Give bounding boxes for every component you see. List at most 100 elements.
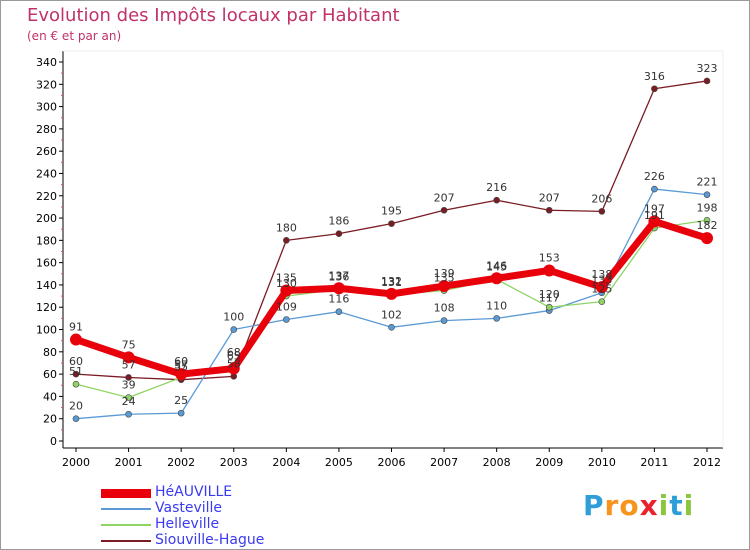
logo-letter: i: [683, 489, 695, 522]
data-label: 138: [591, 268, 612, 281]
x-tick-label: 2002: [167, 456, 195, 469]
data-point: [703, 77, 711, 85]
legend-swatch: [101, 524, 151, 526]
data-label: 136: [328, 270, 349, 283]
data-label: 91: [69, 321, 83, 334]
logo-letter: t: [669, 489, 684, 522]
data-label: 68: [227, 346, 241, 359]
data-label: 60: [69, 355, 83, 368]
data-point: [72, 370, 80, 378]
data-point: [648, 215, 661, 228]
data-label: 102: [381, 308, 402, 321]
x-tick-label: 2001: [115, 456, 143, 469]
data-point: [440, 206, 448, 214]
data-label: 109: [276, 300, 297, 313]
y-tick-label: 120: [36, 301, 57, 314]
data-label: 182: [697, 219, 718, 232]
data-point: [598, 208, 606, 215]
legend-swatch: [101, 488, 151, 498]
data-point: [598, 298, 606, 305]
data-point: [701, 232, 713, 245]
data-point: [385, 287, 398, 300]
y-tick-label: 140: [36, 279, 57, 292]
data-point: [230, 326, 238, 333]
data-point: [595, 281, 608, 294]
data-label: 146: [486, 259, 507, 272]
data-point: [125, 394, 132, 401]
y-tick-label: 60: [43, 368, 57, 381]
data-point: [72, 415, 80, 423]
data-label: 75: [122, 338, 136, 351]
logo-letter: x: [639, 489, 659, 522]
data-label: 191: [644, 209, 665, 222]
data-label: 60: [174, 355, 188, 368]
data-label: 108: [434, 302, 455, 315]
y-tick-label: 0: [50, 435, 57, 448]
x-tick-label: 2005: [325, 456, 353, 469]
data-point: [70, 333, 82, 346]
data-point: [703, 216, 711, 224]
data-label: 139: [434, 267, 455, 280]
y-tick-label: 240: [36, 167, 57, 180]
data-point: [283, 316, 290, 323]
data-point: [177, 409, 185, 417]
data-label: 51: [69, 365, 83, 378]
data-point: [175, 368, 188, 381]
data-point: [388, 220, 395, 227]
proxiti-logo: Proxiti: [583, 489, 694, 522]
legend-label: Vasteville: [155, 500, 223, 516]
data-point: [283, 237, 290, 244]
x-tick-label: 2008: [483, 456, 511, 469]
y-tick-label: 300: [36, 101, 57, 114]
data-label: 58: [227, 357, 241, 370]
data-label: 197: [644, 202, 665, 215]
y-tick-label: 100: [36, 324, 57, 337]
x-tick-label: 2007: [430, 456, 458, 469]
x-tick-label: 2000: [62, 456, 90, 469]
data-point: [493, 196, 500, 204]
data-label: 120: [539, 288, 560, 301]
data-label: 25: [174, 394, 188, 407]
data-point: [332, 282, 345, 295]
x-tick-label: 2012: [693, 456, 721, 469]
data-label: 133: [591, 274, 612, 287]
data-label: 206: [591, 192, 612, 205]
data-point: [227, 362, 240, 375]
y-tick-label: 220: [36, 190, 57, 203]
legend-swatch: [101, 508, 151, 510]
data-point: [72, 380, 80, 388]
data-label: 180: [276, 221, 297, 234]
data-label: 117: [539, 292, 560, 305]
y-tick-label: 20: [43, 413, 57, 426]
data-label: 207: [539, 191, 560, 204]
data-label: 132: [381, 275, 402, 288]
data-label: 323: [697, 62, 718, 75]
data-label: 57: [174, 358, 188, 371]
data-label: 110: [486, 299, 507, 312]
data-point: [545, 206, 553, 214]
data-point: [125, 374, 132, 381]
data-point: [125, 410, 132, 418]
y-tick-label: 280: [36, 123, 57, 136]
data-label: 135: [434, 272, 455, 285]
data-label: 20: [69, 400, 83, 413]
x-tick-label: 2003: [220, 456, 248, 469]
legend-label: Helleville: [155, 516, 220, 532]
x-tick-label: 2011: [640, 456, 668, 469]
data-label: 316: [644, 70, 665, 83]
data-label: 216: [486, 181, 507, 194]
data-point: [545, 303, 553, 311]
data-label: 39: [122, 379, 136, 392]
y-tick-label: 320: [36, 78, 57, 91]
data-label: 207: [434, 191, 455, 204]
y-tick-label: 200: [36, 212, 57, 225]
data-label: 226: [644, 170, 665, 183]
data-label: 131: [381, 276, 402, 289]
data-point: [493, 315, 500, 322]
data-point: [335, 308, 343, 315]
data-label: 24: [122, 395, 136, 408]
y-tick-label: 180: [36, 234, 57, 247]
legend-label: HéAUVILLE: [155, 484, 233, 500]
y-tick-label: 260: [36, 145, 57, 158]
